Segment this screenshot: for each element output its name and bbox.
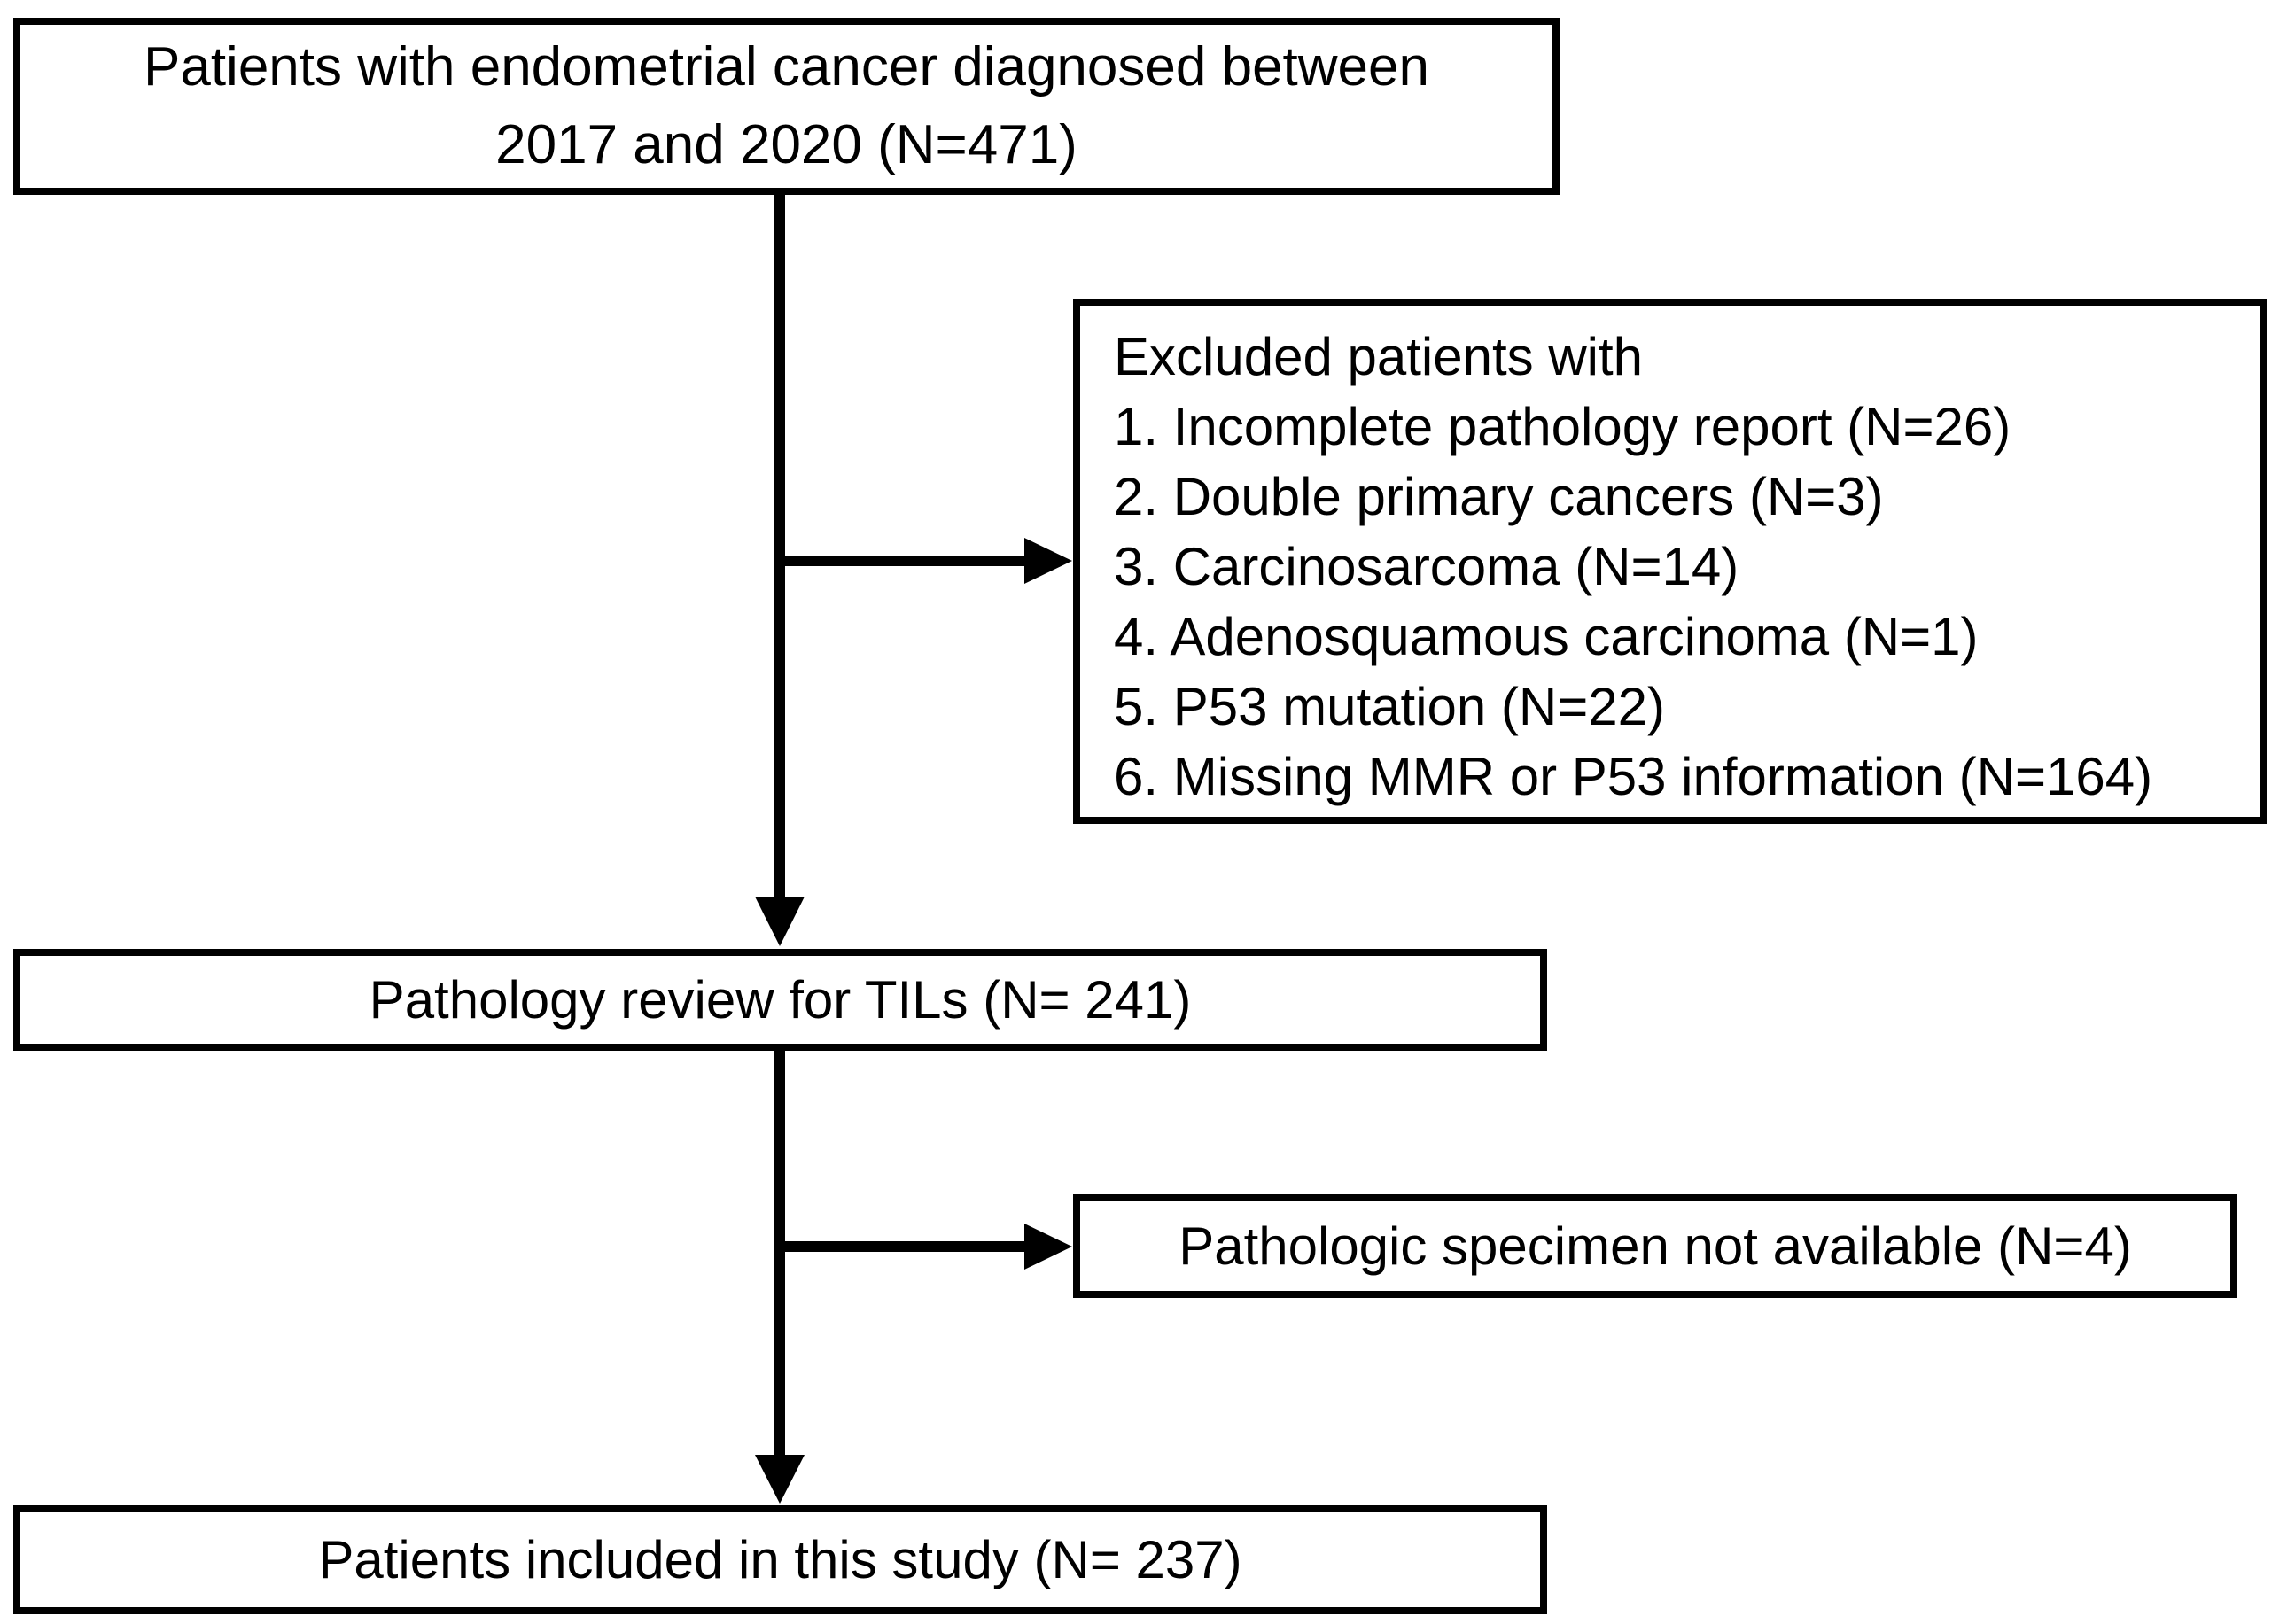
included-patients-text: Patients included in this study (N= 237): [318, 1529, 1242, 1589]
specimen-not-available-text: Pathologic specimen not available (N=4): [1179, 1216, 2132, 1276]
excluded-item-3: 3. Carcinosarcoma (N=14): [1114, 537, 1739, 596]
diagnosed-patients-text-line2: 2017 and 2020 (N=471): [495, 114, 1077, 175]
excluded-item-6: 6. Missing MMR or P53 information (N=164…: [1114, 747, 2153, 806]
excluded-item-5: 5. P53 mutation (N=22): [1114, 677, 1666, 736]
diagnosed-patients-text-line1: Patients with endometrial cancer diagnos…: [143, 36, 1429, 97]
box-pathology-review: Pathology review for TILs (N= 241): [13, 949, 1547, 1051]
arrowhead-down-included-icon: [755, 1455, 805, 1504]
excluded-item-4: 4. Adenosquamous carcinoma (N=1): [1114, 607, 1979, 666]
box-diagnosed-patients: Patients with endometrial cancer diagnos…: [13, 18, 1560, 195]
box-included-patients: Patients included in this study (N= 237): [13, 1505, 1547, 1614]
excluded-item-1: 1. Incomplete pathology report (N=26): [1114, 397, 2011, 456]
arrowhead-down-pathology-icon: [755, 897, 805, 946]
arrowhead-right-specimen-icon: [1024, 1224, 1072, 1270]
connector-branch-specimen: [774, 1224, 1072, 1270]
excluded-title: Excluded patients with: [1114, 327, 1644, 386]
pathology-review-text: Pathology review for TILs (N= 241): [369, 969, 1192, 1030]
box-specimen-not-available: Pathologic specimen not available (N=4): [1073, 1194, 2237, 1298]
connector-pathology-to-included: [755, 1045, 805, 1504]
arrowhead-right-excluded-icon: [1024, 538, 1072, 584]
connector-branch-excluded: [774, 538, 1072, 584]
connector-top-to-pathology: [755, 188, 805, 946]
box-excluded-patients: Excluded patients with 1. Incomplete pat…: [1073, 299, 2267, 824]
excluded-item-2: 2. Double primary cancers (N=3): [1114, 467, 1884, 526]
